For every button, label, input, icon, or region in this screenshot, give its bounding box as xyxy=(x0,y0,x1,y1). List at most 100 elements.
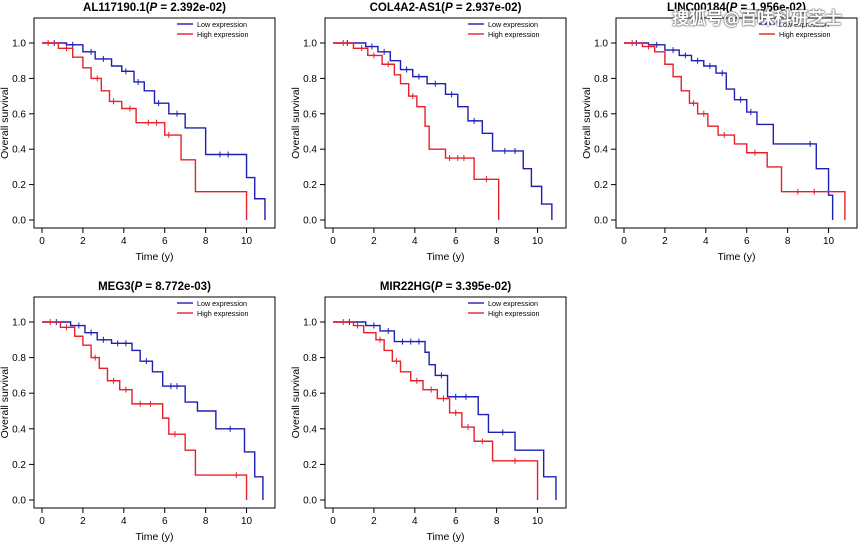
censor-mark-low xyxy=(174,110,180,117)
km-curve-low xyxy=(42,321,264,500)
km-curve-low xyxy=(333,321,557,500)
y-tick-label: 0.2 xyxy=(303,460,317,471)
censor-mark-low xyxy=(385,327,392,334)
x-tick-label: 10 xyxy=(823,236,835,247)
plot-frame xyxy=(324,296,567,509)
title-p: P xyxy=(435,281,443,293)
x-tick-label: 0 xyxy=(621,236,627,247)
censor-mark-low xyxy=(682,52,689,59)
censor-mark-high xyxy=(811,188,818,195)
censor-mark-high xyxy=(413,377,420,384)
censor-mark-high xyxy=(409,93,416,100)
legend-label-high: High expression xyxy=(197,309,249,318)
censor-mark-high xyxy=(147,400,154,407)
title-p: P xyxy=(445,2,453,14)
km-curve-high xyxy=(42,42,248,220)
censor-mark-low xyxy=(737,96,744,103)
x-axis-label: Time (y) xyxy=(135,531,173,543)
km-curve-high xyxy=(624,42,846,220)
x-tick-label: 0 xyxy=(39,236,45,247)
x-tick-label: 8 xyxy=(203,516,209,527)
censor-mark-low xyxy=(747,109,754,116)
censor-mark-high xyxy=(446,155,453,162)
y-tick-label: 0.6 xyxy=(303,109,317,120)
censor-mark-high xyxy=(483,176,490,183)
legend-label-high: High expression xyxy=(779,30,831,39)
censor-mark-high xyxy=(370,52,377,59)
title-gene: AL117190.1( xyxy=(83,2,150,14)
y-tick-label: 0.8 xyxy=(12,74,26,85)
censor-mark-high xyxy=(385,61,392,68)
censor-mark-low xyxy=(370,322,377,329)
censor-mark-high xyxy=(512,457,519,464)
x-axis-label: Time (y) xyxy=(426,251,464,263)
y-tick-label: 0.0 xyxy=(303,216,317,227)
title-pvalue: = 2.392e-02) xyxy=(157,2,226,14)
y-tick-label: 0.4 xyxy=(303,145,317,156)
y-tick-label: 0.0 xyxy=(12,216,26,227)
title-pvalue: = 1.956e-02) xyxy=(737,2,806,14)
x-tick-label: 10 xyxy=(532,236,544,247)
x-axis-label: Time (y) xyxy=(426,531,464,543)
y-tick-label: 1.0 xyxy=(303,39,317,50)
censor-mark-high xyxy=(171,431,178,438)
plot-title: MIR22HG(P = 3.395e-02) xyxy=(380,281,512,293)
censor-mark-low xyxy=(174,383,180,390)
censor-mark-high xyxy=(110,377,117,384)
censor-mark-high xyxy=(428,386,435,393)
y-tick-label: 0.2 xyxy=(12,180,26,191)
censor-mark-high xyxy=(233,472,240,479)
y-tick-label: 0.6 xyxy=(12,389,26,400)
censor-mark-high xyxy=(700,110,707,117)
censor-mark-low xyxy=(75,322,82,329)
y-tick-label: 1.0 xyxy=(303,318,317,329)
legend-label-high: High expression xyxy=(488,30,540,39)
y-axis-label: Overall survival xyxy=(290,367,302,439)
x-tick-label: 6 xyxy=(162,236,168,247)
censor-mark-high xyxy=(440,395,447,402)
censor-mark-low xyxy=(216,151,223,158)
censor-mark-low xyxy=(499,429,506,436)
y-tick-label: 0.2 xyxy=(303,180,317,191)
censor-mark-high xyxy=(393,358,400,365)
censor-mark-high xyxy=(479,438,486,445)
y-axis-label: Overall survival xyxy=(0,87,11,159)
x-tick-label: 0 xyxy=(330,516,336,527)
censor-mark-low xyxy=(368,43,375,50)
legend-label-high: High expression xyxy=(488,309,540,318)
censor-mark-high xyxy=(126,105,133,112)
censor-mark-high xyxy=(145,119,152,126)
y-axis-label: Overall survival xyxy=(290,87,302,159)
x-tick-label: 4 xyxy=(703,236,709,247)
censor-mark-low xyxy=(381,48,388,55)
censor-mark-high xyxy=(465,424,471,431)
x-tick-label: 2 xyxy=(371,236,377,247)
x-tick-label: 2 xyxy=(662,236,668,247)
censor-mark-low xyxy=(415,73,422,80)
y-tick-label: 1.0 xyxy=(594,39,608,50)
y-tick-label: 0.2 xyxy=(12,460,26,471)
title-p: P xyxy=(135,281,143,293)
plot-title: MEG3(P = 8.772e-03) xyxy=(98,281,211,293)
censor-mark-low xyxy=(143,358,150,365)
legend-label-low: Low expression xyxy=(488,299,538,308)
censor-mark-low xyxy=(69,41,76,48)
km-curve-high xyxy=(333,321,539,500)
y-tick-label: 1.0 xyxy=(12,318,26,329)
y-axis-label: Overall survival xyxy=(581,87,593,159)
x-tick-label: 0 xyxy=(330,236,336,247)
x-tick-label: 6 xyxy=(453,516,459,527)
x-tick-label: 10 xyxy=(241,236,253,247)
title-pvalue: = 3.395e-02) xyxy=(442,281,511,293)
x-tick-label: 4 xyxy=(412,516,418,527)
plot-frame xyxy=(33,17,276,229)
censor-mark-high xyxy=(452,409,459,416)
censor-mark-high xyxy=(460,155,467,162)
legend-label-low: Low expression xyxy=(779,20,829,29)
title-pvalue: = 2.937e-02) xyxy=(453,2,522,14)
censor-mark-low xyxy=(114,340,121,347)
censor-mark-high xyxy=(63,45,70,52)
y-tick-label: 0.4 xyxy=(303,424,317,435)
censor-mark-high xyxy=(110,98,117,105)
